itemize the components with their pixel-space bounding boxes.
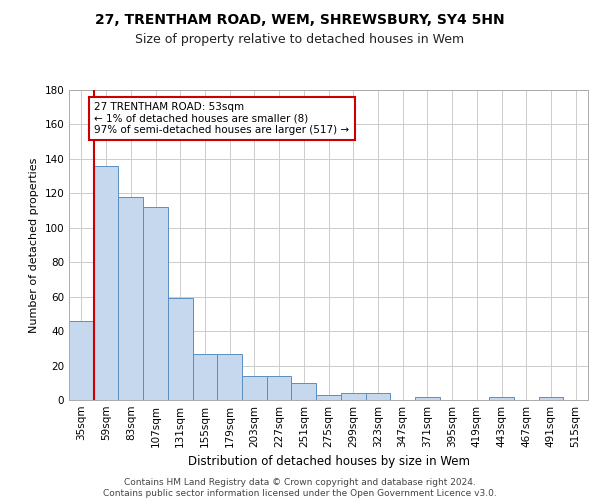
Bar	[267, 376, 292, 400]
Bar	[489, 396, 514, 400]
Bar	[539, 396, 563, 400]
Text: Contains HM Land Registry data © Crown copyright and database right 2024.
Contai: Contains HM Land Registry data © Crown c…	[103, 478, 497, 498]
Bar	[69, 321, 94, 400]
Bar	[316, 395, 341, 400]
Bar	[168, 298, 193, 400]
Text: Size of property relative to detached houses in Wem: Size of property relative to detached ho…	[136, 32, 464, 46]
Bar	[193, 354, 217, 400]
Bar	[118, 197, 143, 400]
Bar	[415, 396, 440, 400]
Y-axis label: Number of detached properties: Number of detached properties	[29, 158, 39, 332]
Bar	[143, 207, 168, 400]
Text: 27 TRENTHAM ROAD: 53sqm
← 1% of detached houses are smaller (8)
97% of semi-deta: 27 TRENTHAM ROAD: 53sqm ← 1% of detached…	[94, 102, 349, 136]
Bar	[341, 393, 365, 400]
Text: 27, TRENTHAM ROAD, WEM, SHREWSBURY, SY4 5HN: 27, TRENTHAM ROAD, WEM, SHREWSBURY, SY4 …	[95, 12, 505, 26]
Bar	[94, 166, 118, 400]
Bar	[242, 376, 267, 400]
Bar	[292, 383, 316, 400]
X-axis label: Distribution of detached houses by size in Wem: Distribution of detached houses by size …	[187, 456, 470, 468]
Bar	[365, 393, 390, 400]
Bar	[217, 354, 242, 400]
